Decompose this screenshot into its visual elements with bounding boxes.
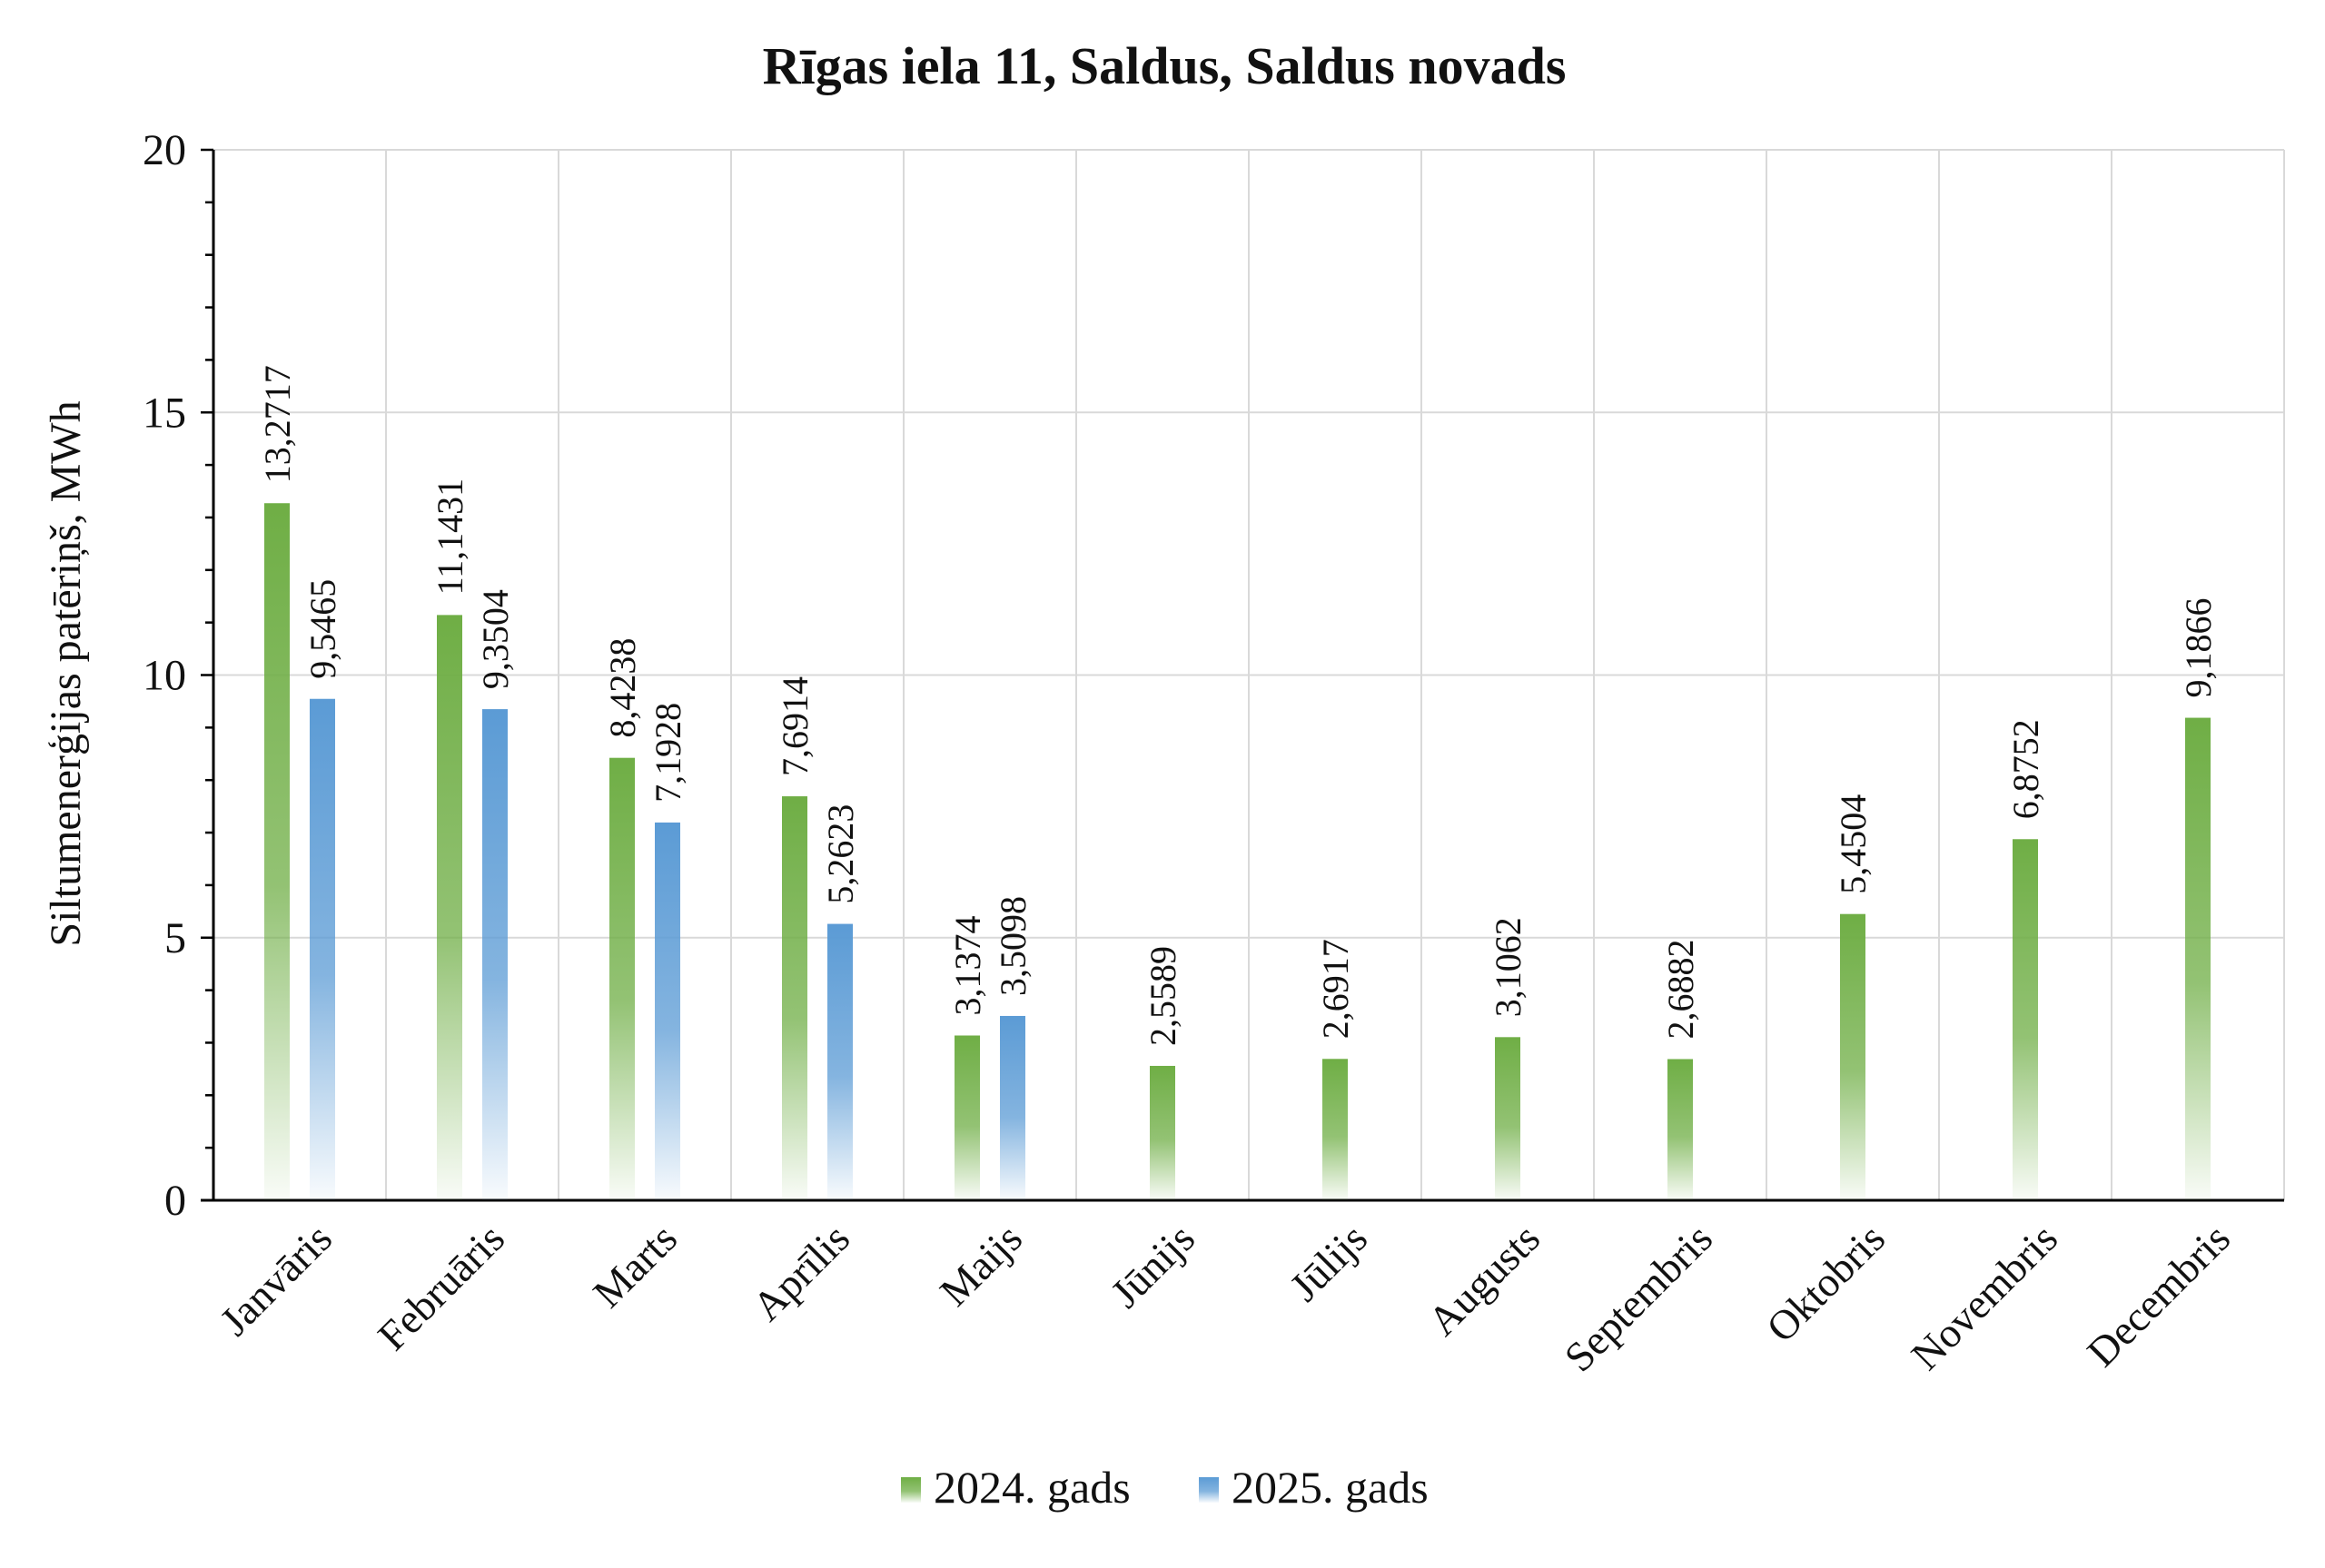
bar — [264, 503, 290, 1200]
data-label: 5,2623 — [820, 804, 861, 904]
x-tick-label: Aprīlis — [744, 1215, 858, 1329]
legend-label: 2024. gads — [934, 1462, 1131, 1513]
legend-label: 2025. gads — [1232, 1462, 1429, 1513]
data-label: 8,4238 — [602, 638, 643, 738]
bar — [955, 1035, 980, 1200]
data-label: 5,4504 — [1833, 794, 1874, 894]
data-label: 3,1062 — [1488, 917, 1529, 1017]
bar — [2013, 839, 2038, 1200]
x-tick-label: Novembris — [1902, 1215, 2066, 1379]
bar — [1150, 1065, 1175, 1200]
bars — [264, 503, 2211, 1200]
bar — [609, 757, 635, 1200]
data-label: 2,5589 — [1143, 946, 1183, 1046]
bar — [827, 923, 853, 1200]
data-label: 9,1866 — [2178, 598, 2219, 698]
bar — [482, 709, 508, 1200]
data-label: 3,5098 — [993, 896, 1034, 996]
category-labels: Janvāris Februāris Marts Aprīlis Maijs Jūnijs… — [211, 1215, 2239, 1380]
bar — [2185, 717, 2211, 1200]
bar — [782, 796, 807, 1200]
x-tick-label: Septembris — [1556, 1215, 1721, 1380]
x-tick-label: Oktobris — [1757, 1215, 1894, 1351]
chart-title: Rīgas iela 11, Saldus, Saldus novads — [763, 36, 1567, 95]
data-label: 6,8752 — [2005, 719, 2046, 819]
x-tick-label: Janvāris — [211, 1215, 341, 1345]
data-label: 2,6882 — [1660, 939, 1701, 1039]
y-tick-label: 5 — [164, 914, 186, 962]
x-tick-label: Decembris — [2078, 1215, 2239, 1376]
bar — [655, 822, 680, 1200]
data-label: 2,6917 — [1315, 939, 1356, 1039]
legend: 2024. gads 2025. gads — [901, 1462, 1429, 1513]
x-tick-label: Maijs — [931, 1215, 1031, 1315]
gridlines — [213, 149, 2285, 1200]
data-label: 9,3504 — [475, 589, 516, 689]
data-label: 7,1928 — [648, 703, 688, 803]
y-tick-label: 15 — [143, 389, 186, 437]
y-tick-label: 20 — [143, 126, 186, 174]
bar — [1667, 1059, 1693, 1200]
y-tick-label: 10 — [143, 652, 186, 700]
bar — [1495, 1037, 1520, 1200]
y-axis-title: Siltumenerģijas patēriņš, MWh — [42, 400, 90, 946]
bar — [1840, 913, 1865, 1200]
data-label: 13,2717 — [257, 365, 298, 483]
bar — [1000, 1015, 1025, 1200]
legend-swatch — [901, 1477, 921, 1503]
bar — [437, 615, 462, 1200]
y-tick-label: 0 — [164, 1177, 186, 1225]
data-label: 9,5465 — [302, 579, 343, 679]
x-tick-label: Jūlijs — [1281, 1215, 1376, 1310]
x-tick-label: Februāris — [369, 1215, 513, 1359]
bar — [310, 698, 335, 1200]
x-tick-label: Augusts — [1419, 1215, 1548, 1345]
legend-swatch — [1199, 1477, 1219, 1503]
x-tick-label: Jūnijs — [1102, 1215, 1203, 1317]
bar — [1322, 1059, 1348, 1200]
x-tick-label: Marts — [584, 1215, 686, 1317]
data-label: 11,1431 — [430, 478, 470, 596]
data-label: 3,1374 — [947, 916, 988, 1016]
data-label: 7,6914 — [775, 676, 816, 776]
axes: 0 5 10 15 20 — [143, 126, 2284, 1225]
